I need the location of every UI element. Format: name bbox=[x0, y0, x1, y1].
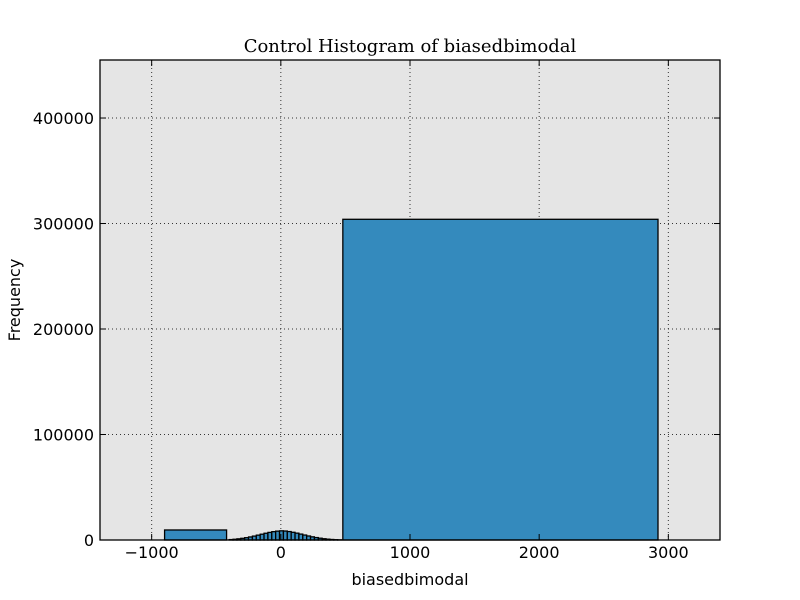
axis-ticks bbox=[100, 60, 720, 541]
histogram-bar bbox=[342, 218, 659, 541]
x-tick-label: −1000 bbox=[125, 543, 179, 562]
x-tick-labels: −1000 0 1000 2000 3000 bbox=[125, 543, 689, 562]
y-tick-label: 400000 bbox=[33, 109, 94, 128]
histogram-bars bbox=[163, 218, 659, 541]
x-tick-label: 2000 bbox=[519, 543, 560, 562]
y-tick-label: 200000 bbox=[33, 320, 94, 339]
y-tick-labels: 0 100000 200000 300000 400000 bbox=[33, 109, 94, 550]
y-tick-label: 100000 bbox=[33, 426, 94, 445]
y-tick-label: 300000 bbox=[33, 215, 94, 234]
x-tick-label: 1000 bbox=[390, 543, 431, 562]
x-axis-label: biasedbimodal bbox=[351, 570, 468, 589]
histogram-bar bbox=[163, 529, 228, 541]
y-tick-label: 0 bbox=[84, 531, 94, 550]
x-tick-label: 0 bbox=[276, 543, 286, 562]
x-tick-label: 3000 bbox=[648, 543, 689, 562]
y-axis-label: Frequency bbox=[5, 259, 24, 342]
chart-title: Control Histogram of biasedbimodal bbox=[244, 36, 577, 57]
